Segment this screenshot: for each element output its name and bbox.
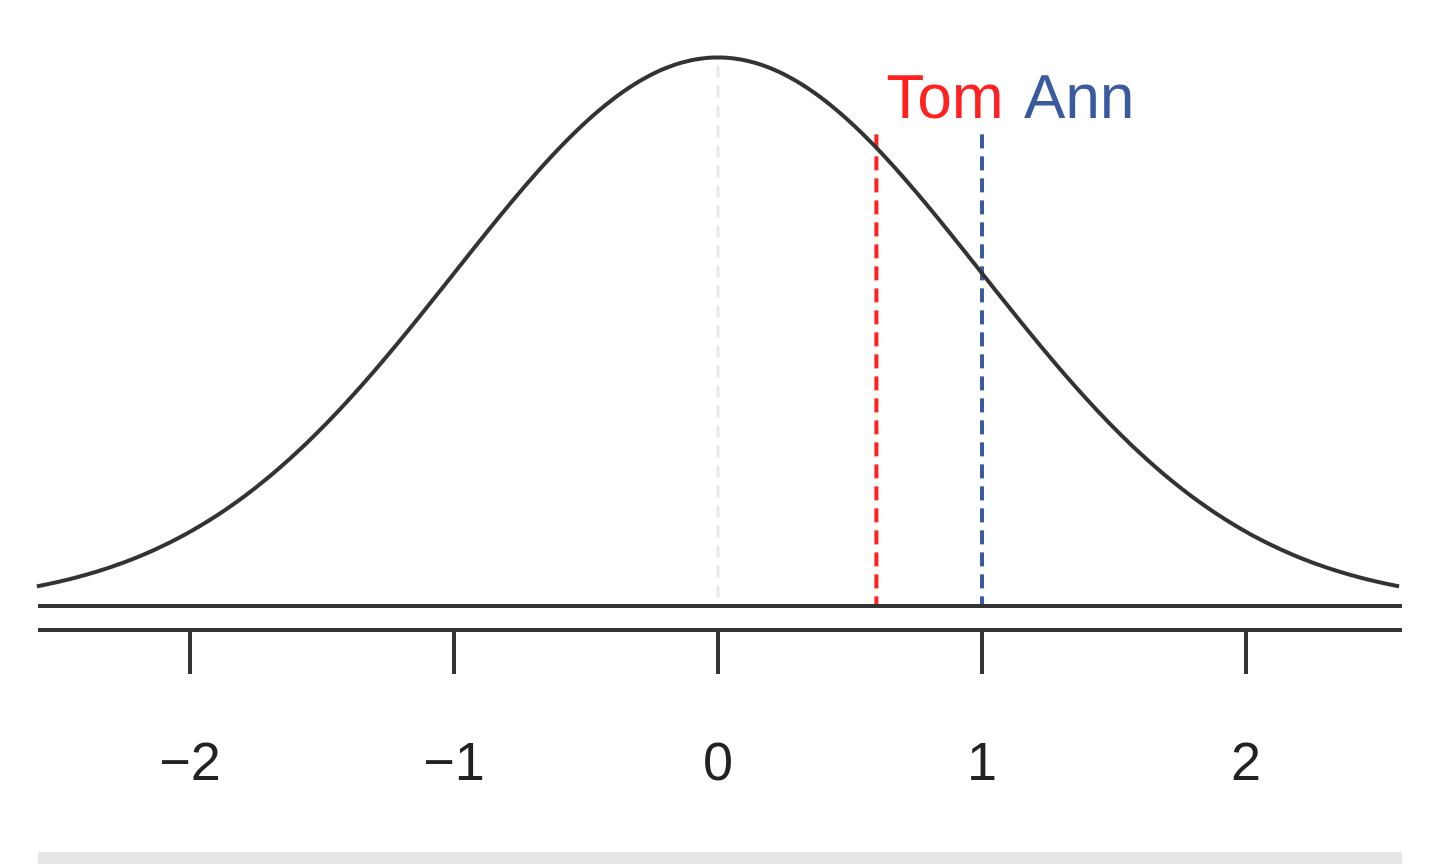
marker-label-tom: Tom	[886, 63, 1003, 132]
bottom-strip	[38, 852, 1402, 864]
x-tick-label: −1	[423, 732, 485, 792]
density-curve-layer	[36, 55, 1400, 589]
marker-lines-layer	[874, 134, 984, 606]
marker-labels-layer: Tom Ann	[886, 63, 1134, 132]
x-tick-label: 0	[703, 732, 733, 792]
density-curve	[36, 55, 1400, 589]
x-tick-label: 2	[1231, 732, 1261, 792]
x-tick-label: 1	[967, 732, 997, 792]
marker-label-ann: Ann	[1024, 63, 1134, 132]
x-tick-label: −2	[159, 732, 221, 792]
x-axis: −2 −1 0 1 2	[38, 604, 1402, 792]
